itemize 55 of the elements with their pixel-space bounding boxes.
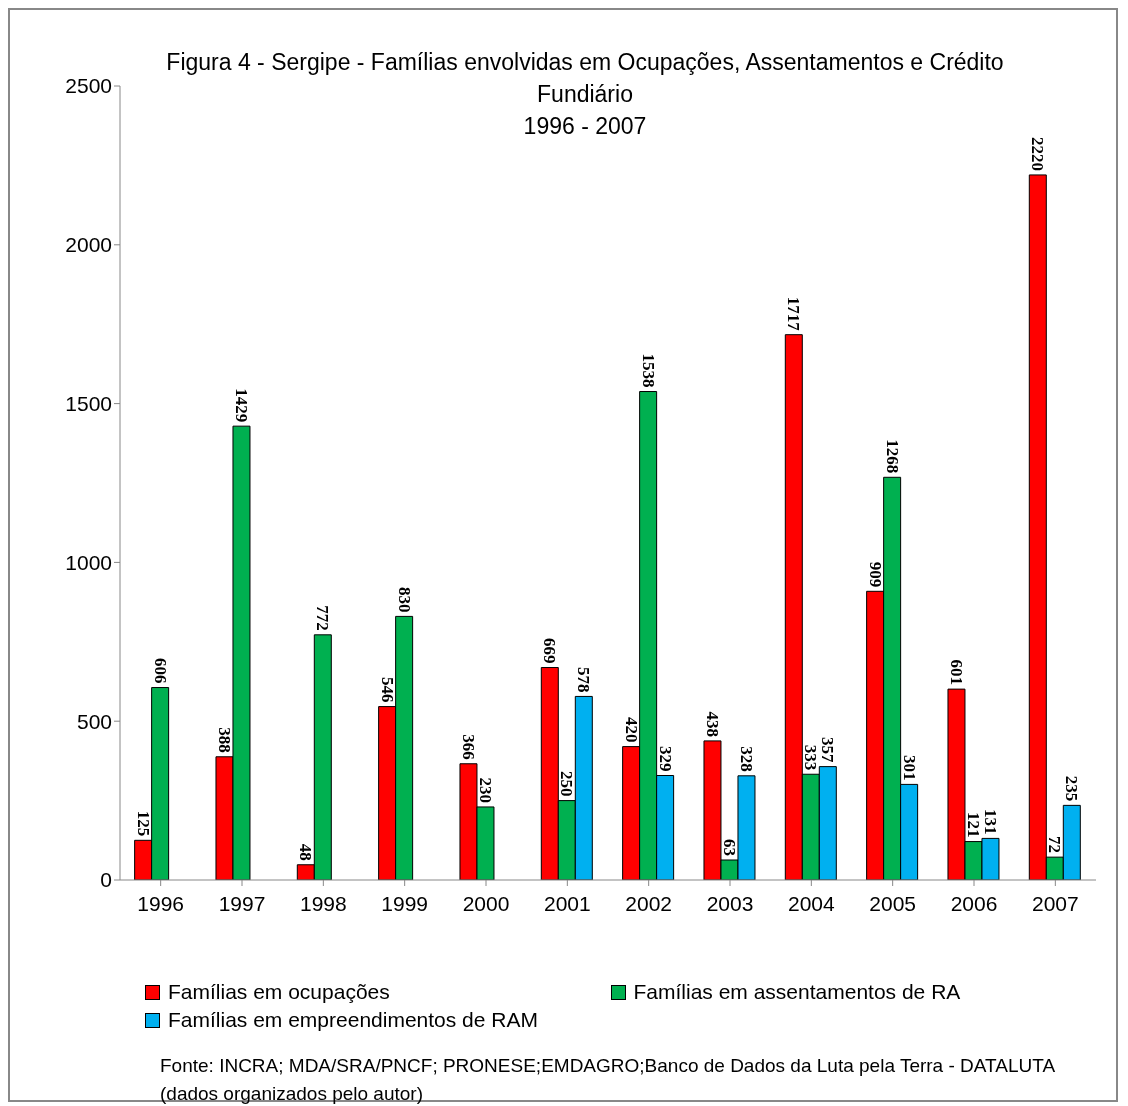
data-label: 250 [557, 771, 577, 797]
x-tick-label: 2003 [706, 891, 754, 915]
data-label: 1538 [638, 353, 658, 388]
data-label: 830 [394, 586, 414, 613]
data-label: 125 [133, 810, 153, 837]
data-label: 48 [296, 843, 316, 861]
y-tick-label: 0 [100, 868, 112, 892]
data-label: 63 [719, 838, 739, 856]
y-tick-label: 2000 [65, 233, 112, 257]
data-label: 357 [818, 737, 838, 764]
data-label: 333 [801, 744, 821, 771]
data-label: 230 [475, 777, 495, 803]
x-tick-label: 2006 [950, 891, 998, 915]
y-tick-label: 2500 [65, 74, 112, 98]
data-label: 72 [1045, 836, 1065, 854]
chart-title: Figura 4 - Sergipe - Famílias envolvidas em Ocupações, Assentamentos e Crédito Fundiário [165, 48, 1005, 109]
data-label: 2220 [1028, 136, 1048, 171]
y-tick-label: 1500 [65, 392, 112, 416]
data-label: 1268 [882, 439, 902, 474]
data-label: 388 [214, 727, 234, 753]
data-label: 909 [865, 561, 885, 588]
text: 1996 - 2007 [522, 112, 648, 141]
data-label: 235 [1062, 775, 1082, 802]
x-tick-label: 2007 [1031, 891, 1079, 915]
x-tick-label: 2000 [462, 891, 510, 915]
data-label: 1717 [784, 296, 804, 332]
data-label: 420 [621, 717, 641, 743]
source-note: Fonte: INCRA; MDA/SRA/PNCF; PRONESE;EMDAGRO;Banco de Dados da Luta pela Terra - DATALUTA (dados organizados pelo autor) [160, 1054, 1056, 1106]
x-tick-label: 1999 [381, 891, 429, 915]
x-tick-label: 2005 [869, 891, 917, 915]
x-tick-label: 1996 [137, 891, 185, 915]
data-label: 669 [540, 638, 560, 664]
data-label: 301 [899, 754, 919, 781]
y-tick-label: 500 [76, 709, 112, 733]
legend-label: Famílias em empreendimentos de RAM [168, 1008, 538, 1032]
data-label: 131 [980, 808, 1000, 835]
data-label: 121 [963, 812, 983, 838]
data-label: 606 [150, 658, 170, 684]
x-tick-label: 2001 [543, 891, 591, 915]
x-tick-label: 1997 [218, 891, 266, 915]
data-label: 438 [702, 711, 722, 737]
legend-label: Famílias em ocupações [168, 980, 390, 1004]
data-label: 366 [458, 734, 478, 760]
x-tick-label: 1998 [299, 891, 347, 915]
data-label: 1429 [231, 388, 251, 423]
data-label: 546 [377, 677, 397, 703]
legend-label: Famílias em assentamentos de RA [633, 980, 961, 1004]
data-label: 329 [655, 746, 675, 772]
x-tick-label: 2002 [625, 891, 673, 915]
x-tick-label: 2004 [787, 891, 836, 915]
y-tick-label: 1000 [65, 550, 112, 574]
data-label: 328 [736, 746, 756, 772]
data-label: 601 [946, 659, 966, 686]
data-label: 578 [574, 666, 594, 693]
data-label: 772 [313, 605, 333, 631]
